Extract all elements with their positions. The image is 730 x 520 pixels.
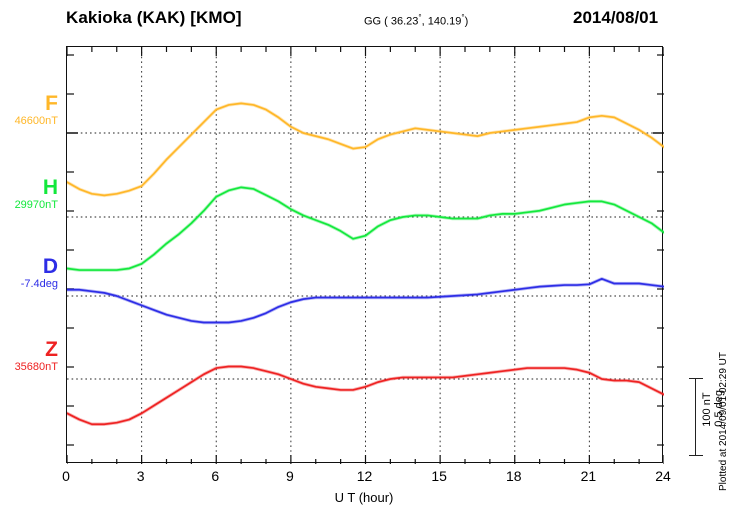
- magnetogram-plot-frame: [66, 46, 664, 464]
- scale-bar-bottom-cap: [689, 454, 703, 456]
- x-tick-label-21: 21: [580, 468, 597, 484]
- trace-halo-F: [67, 101, 664, 198]
- trace-layer: [67, 101, 664, 426]
- geo-separator: ,: [421, 15, 428, 28]
- component-label-H: H 29970nT: [14, 176, 58, 212]
- degree-sign-lon: °: [461, 13, 465, 22]
- trace-halo-Z: [67, 364, 664, 426]
- geo-suffix: ): [464, 15, 469, 28]
- x-tick-label-0: 0: [62, 468, 70, 484]
- plot-inner: [67, 47, 664, 464]
- component-label-Z: Z 35680nT: [14, 338, 58, 374]
- trace-D: [67, 277, 664, 324]
- trace-F: [67, 102, 664, 197]
- x-tick-label-24: 24: [655, 468, 671, 484]
- station-title: Kakioka (KAK) [KMO]: [66, 8, 242, 27]
- component-symbol-D: D: [42, 255, 58, 278]
- trace-Z: [67, 365, 664, 426]
- x-tick-label-3: 3: [136, 468, 145, 484]
- component-baseline-D: -7.4deg: [20, 278, 58, 290]
- x-axis-title: U T (hour): [334, 490, 394, 505]
- scale-unit-nt: 100 nT: [701, 392, 713, 427]
- x-tick-label-18: 18: [505, 468, 522, 484]
- scale-bar-stem: [695, 378, 697, 456]
- component-symbol-Z: Z: [45, 338, 58, 361]
- observation-date: 2014/08/01: [573, 8, 659, 27]
- component-label-F: F 46600nT: [14, 92, 58, 128]
- x-tick-label-12: 12: [356, 468, 373, 484]
- plotted-at-timestamp: Plotted at 2014/09/01 02:29 UT: [718, 352, 729, 491]
- component-baseline-H: 29970nT: [14, 199, 58, 211]
- geo-latitude: 36.23: [390, 15, 419, 28]
- scale-bar: [689, 378, 703, 456]
- component-label-D: D -7.4deg: [20, 255, 58, 291]
- geographic-coordinates: GG ( 36.23°, 140.19°): [364, 13, 468, 28]
- x-tick-label-9: 9: [285, 468, 294, 484]
- plot-gridlines: [67, 47, 664, 464]
- geo-prefix: GG (: [364, 15, 391, 28]
- x-tick-label-6: 6: [211, 468, 220, 484]
- component-baseline-Z: 35680nT: [14, 361, 58, 373]
- x-tick-label-15: 15: [431, 468, 447, 484]
- component-symbol-F: F: [45, 92, 58, 115]
- component-baseline-F: 46600nT: [14, 115, 58, 127]
- component-symbol-H: H: [42, 176, 58, 199]
- geo-longitude: 140.19: [427, 15, 462, 28]
- trace-halo-H: [67, 185, 664, 272]
- degree-sign-lat: °: [418, 13, 422, 22]
- trace-H: [67, 186, 664, 271]
